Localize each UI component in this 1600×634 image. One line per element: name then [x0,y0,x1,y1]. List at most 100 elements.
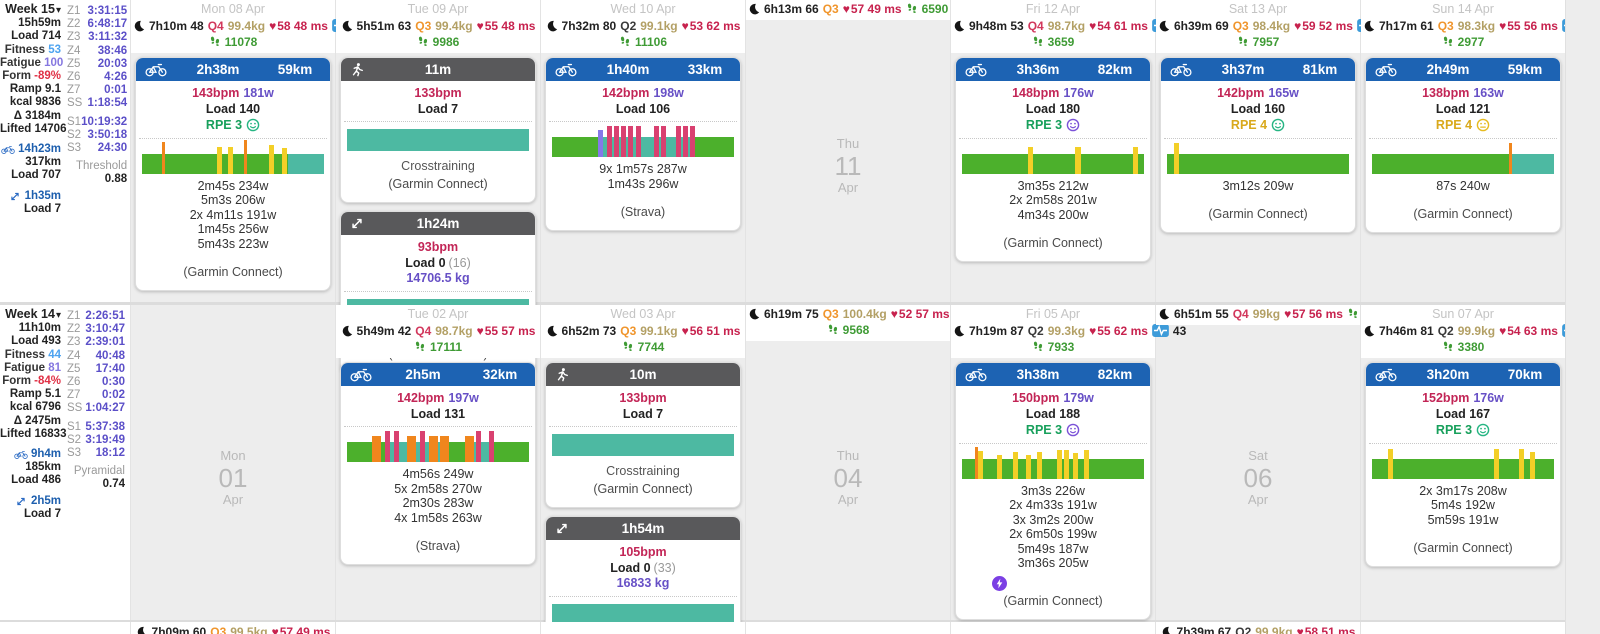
heart-icon: ♥ [1089,324,1097,338]
smiley-icon [1066,118,1080,132]
day-cell-partial[interactable] [540,622,745,634]
steps-value: 6590 [921,2,949,16]
activity-bar [549,426,737,456]
week-ride-distance: 317km [25,156,61,169]
activity-card-ride[interactable]: 3h38m 82km 150bpm 179w Load 188 RPE 3 3m3s… [955,362,1151,620]
sleep-moon-icon [1363,325,1375,337]
steps-summary[interactable]: 9986 [336,34,540,50]
activity-card-ride[interactable]: 2h38m 59km 143bpm 181w Load 140 RPE 3 2m45… [135,57,331,291]
activity-card-ride[interactable]: 3h20m 70km 152bpm 176w Load 167 RPE 3 2x 3… [1365,362,1561,567]
steps-summary[interactable]: 3659 [951,34,1155,50]
activity-card-crosstraining[interactable]: 11m 133bpm Load 7 Crosstraining (Garmin … [340,57,536,203]
sleep-quality: Q3 [822,307,839,321]
steps-summary[interactable]: 2977 [1361,34,1565,50]
steps-summary[interactable]: 7957 [1156,34,1360,50]
activity-card-ride[interactable]: 2h5m 32km 142bpm 197w Load 131 4m56s 249w 5… [340,362,536,565]
week-selector[interactable]: Week 15▾ [5,2,61,16]
bike-icon [1170,62,1192,77]
strength-zone-row: S1 10:19:32 [67,115,128,128]
day-cell-partial[interactable] [950,622,1155,634]
steps-icon [414,340,426,353]
day-cell-mon-01[interactable]: Mon 01 Apr [130,305,335,620]
sleep-quality: Q4 [415,324,432,338]
sleep-moon-icon [1363,20,1375,32]
bike-icon [965,62,987,77]
steps-icon [417,35,429,48]
steps-summary[interactable]: 11106 [541,34,745,50]
steps-icon [1032,35,1044,48]
interval-list: 2m45s 234w 5m3s 206w 2x 4m11s 191w 1m45s 25… [189,178,277,251]
activity-card-ride[interactable]: 2h49m 59km 138bpm 163w Load 121 RPE 4 87s … [1365,57,1561,233]
steps-summary[interactable]: 7744 [541,339,745,355]
wellness-summary[interactable]: 5h49m 42 Q4 98.7kg ♥55 57 ms [336,323,540,339]
resting-hr: 54 63 ms [1507,324,1558,338]
day-cell-tue-09[interactable]: Tue 09 Apr 5h51m 63 Q3 99.4kg ♥55 48 ms 998… [335,0,540,373]
activity-card-strength[interactable]: 1h54m 105bpm Load 0(33) 16833 kg Strengt… [545,516,741,634]
strength-arrows-icon [14,496,28,507]
wellness-summary[interactable]: 7h32m 80 Q2 99.1kg ♥53 62 ms [541,18,745,34]
avg-power: 176w [1063,86,1094,100]
sleep-moon-icon [953,325,965,337]
zone-row: Z4 38:46 [67,44,128,57]
hrv-icon [1152,324,1169,337]
steps-icon [906,2,918,15]
wellness-summary[interactable]: 6h19m 75 Q3 100.4kg ♥52 57 ms [746,306,950,322]
rpe-value: RPE 3 [1025,118,1063,132]
bike-icon [1375,367,1397,382]
date-label: Sun 07 Apr [1432,307,1494,321]
activity-duration: 2h49m [1426,62,1470,77]
model-label: Threshold [75,160,128,173]
day-cell-wed-10[interactable]: Wed 10 Apr 7h32m 80 Q2 99.1kg ♥53 62 ms 111… [540,0,745,302]
day-cell-tue-02[interactable]: Tue 02 Apr 5h49m 42 Q4 98.7kg ♥55 57 ms 171… [335,305,540,620]
activity-distance: 32km [482,367,518,382]
activity-card-ride[interactable]: 3h36m 82km 148bpm 176w Load 180 RPE 3 3m35… [955,57,1151,262]
day-cell-partial[interactable]: 7h39m 67 Q2 99.9kg ♥58 51 ms [1155,622,1360,634]
day-cell-thu-11[interactable]: 6h13m 66 Q3 ♥57 49 ms 6590 Thu 11 Apr [745,0,950,302]
day-cell-partial[interactable] [1360,622,1565,634]
wellness-summary[interactable]: 7h19m 87 Q2 99.3kg ♥55 62 ms 43 [951,323,1186,339]
activity-card-ride[interactable]: 1h40m 33km 142bpm 198w Load 106 9x 1m57s 2… [545,57,741,231]
wellness-summary[interactable]: 7h09m 60 Q3 99.5kg ♥57 49 ms [131,624,335,634]
activity-duration: 3h38m [1016,367,1060,382]
wellness-summary[interactable]: 6h52m 73 Q3 99.1kg ♥56 51 ms [541,323,745,339]
wellness-summary[interactable]: 7h39m 67 Q2 99.9kg ♥58 51 ms [1156,624,1360,634]
source-label: (Garmin Connect) [388,177,488,191]
avg-power: 179w [1063,391,1094,405]
activity-card-crosstraining[interactable]: 10m 133bpm Load 7 Crosstraining (Garmin … [545,362,741,508]
week-ride-distance: 185km [25,461,61,474]
day-cell-partial[interactable]: 7h09m 60 Q3 99.5kg ♥57 49 ms [130,622,335,634]
steps-summary[interactable]: 7933 [951,339,1155,355]
steps-icon [209,35,221,48]
wellness-summary[interactable]: 6h13m 66 Q3 ♥57 49 ms 6590 [746,1,950,17]
steps-summary[interactable]: 3380 [1361,339,1565,355]
steps-summary[interactable]: 9568 [746,322,950,338]
lifted-kg: 16833 kg [616,576,670,590]
day-cell-wed-03[interactable]: Wed 03 Apr 6h52m 73 Q3 99.1kg ♥56 51 ms 774… [540,305,745,634]
heart-icon: ♥ [476,19,484,33]
wellness-summary[interactable]: 5h51m 63 Q3 99.4kg ♥55 48 ms [336,18,540,34]
day-cell-fri-05[interactable]: Fri 05 Apr 7h19m 87 Q2 99.3kg ♥55 62 ms 43 7… [950,305,1186,620]
steps-summary[interactable]: 11078 [131,34,335,50]
day-cell-partial[interactable] [745,622,950,634]
smiley-icon [1271,118,1285,132]
steps-summary[interactable]: 17111 [336,339,540,355]
zone-row: Z3 3:11:32 [67,31,128,44]
day-cell-partial[interactable] [335,622,540,634]
week-selector[interactable]: Week 14▾ [5,307,61,321]
day-cell-thu-04[interactable]: 6h19m 75 Q3 100.4kg ♥52 57 ms 9568 Thu 04 Apr [745,305,950,620]
activity-card-ride[interactable]: 3h37m 81km 142bpm 165w Load 160 RPE 4 3m12… [1160,57,1356,233]
weight-value: 98.3kg [1457,19,1496,33]
activity-load: Load 140 [205,101,261,116]
